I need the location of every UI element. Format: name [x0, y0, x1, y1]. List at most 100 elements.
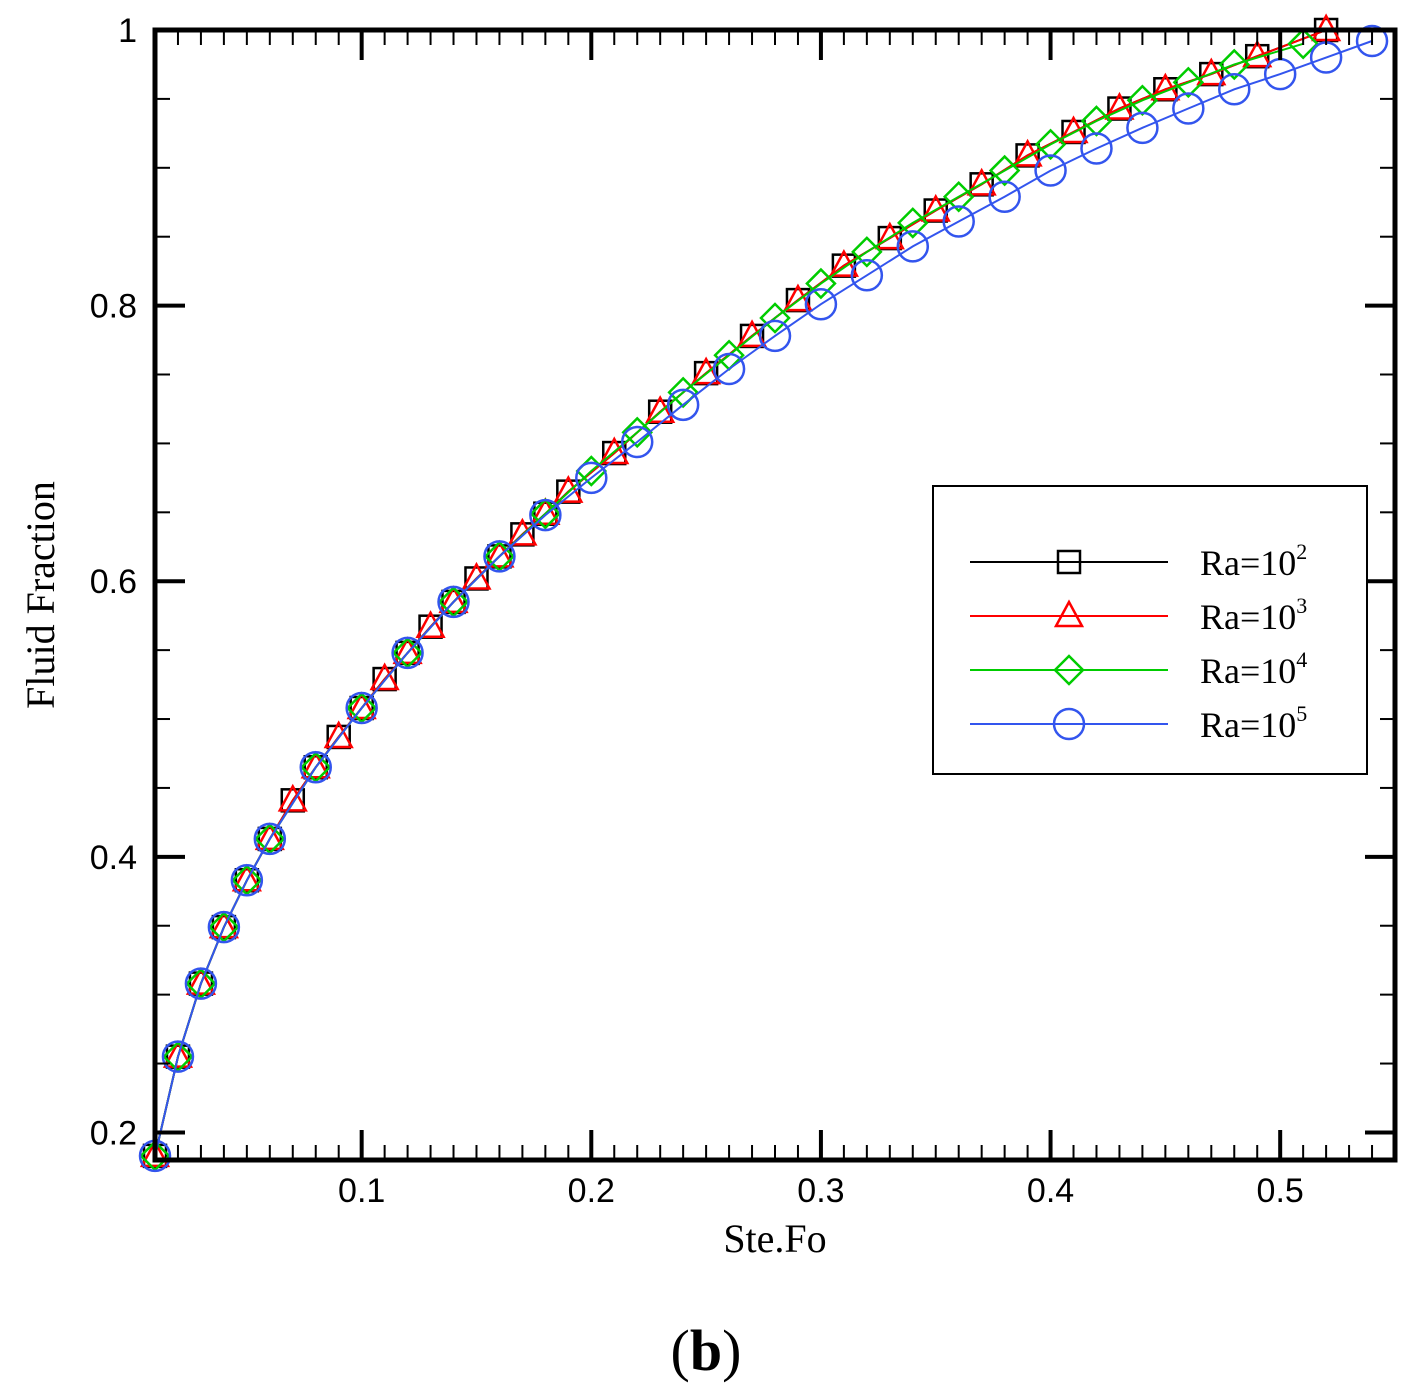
data-point [1126, 84, 1159, 117]
legend-label: Ra=102 [1200, 539, 1307, 583]
legend-marker [1052, 707, 1086, 741]
data-point [1196, 57, 1227, 86]
data-point [253, 822, 287, 856]
data-point [437, 585, 470, 619]
data-point [1034, 154, 1067, 187]
y-tick-label: 0.6 [90, 563, 137, 601]
data-point [920, 193, 951, 222]
series-line [154, 40, 1373, 1157]
tick-labels: 0.1 0.2 0.3 0.4 0.5 0.2 0.4 0.6 0.8 1 [90, 12, 1304, 1210]
legend-label-exponent: 3 [1296, 593, 1307, 618]
data-point [1080, 132, 1113, 165]
data-point [231, 863, 262, 892]
legend-entry-4: Ra=105 [970, 701, 1307, 745]
x-tick-label: 0.4 [1027, 1172, 1074, 1210]
data-point [346, 691, 377, 720]
legend-label-base: Ra=10 [1200, 705, 1296, 745]
data-point [805, 267, 837, 300]
data-point [850, 259, 884, 292]
x-tick-label: 0.3 [797, 1172, 844, 1210]
data-point [529, 498, 562, 532]
data-point [1172, 92, 1205, 125]
data-point [1080, 105, 1113, 137]
x-tick-label: 0.1 [338, 1172, 385, 1210]
data-point [461, 561, 492, 590]
data-point [1172, 66, 1205, 99]
data-point [1355, 24, 1389, 58]
data-point [345, 691, 378, 725]
data-point [300, 750, 331, 779]
data-point [1287, 28, 1319, 60]
legend-marker [1053, 654, 1085, 686]
legend-entry-3: Ra=104 [970, 647, 1307, 691]
series-4 [138, 24, 1389, 1173]
y-tick-label: 1 [118, 12, 137, 50]
x-tick-label: 0.5 [1257, 1172, 1304, 1210]
data-point [645, 395, 676, 423]
data-point [484, 539, 515, 568]
legend-label: Ra=105 [1200, 701, 1307, 745]
data-point [942, 205, 975, 238]
y-tick-label: 0.4 [90, 839, 137, 877]
legend-label-exponent: 2 [1296, 539, 1307, 564]
figure-caption: (b) [671, 1318, 742, 1383]
data-point [851, 236, 883, 268]
legend-label-exponent: 4 [1296, 647, 1307, 672]
x-tick-label: 0.2 [568, 1172, 615, 1210]
data-point [621, 416, 653, 449]
data-point [575, 461, 608, 495]
data-point [254, 822, 285, 851]
data-point [667, 376, 699, 409]
data-point [1104, 91, 1135, 120]
data-point [507, 517, 538, 546]
legend-box [932, 485, 1368, 775]
legend-label-exponent: 5 [1296, 701, 1307, 726]
data-point [712, 352, 746, 386]
data-point [691, 356, 722, 385]
data-point [804, 287, 838, 321]
legend-label-base: Ra=10 [1200, 543, 1296, 583]
legend-label: Ra=103 [1200, 593, 1307, 637]
data-point [230, 864, 264, 897]
y-tick-label: 0.2 [90, 1114, 137, 1152]
data-point [1150, 72, 1181, 101]
data-point [392, 636, 423, 665]
data-point [369, 662, 400, 691]
caption-close-paren: ) [722, 1318, 741, 1383]
data-point [391, 636, 424, 670]
data-point [988, 180, 1021, 213]
data-point [415, 610, 446, 638]
data-point [277, 783, 308, 812]
data-point [185, 966, 217, 995]
data-point [299, 751, 332, 784]
legend-label-base: Ra=10 [1200, 651, 1296, 691]
data-point [759, 302, 791, 334]
data-point [161, 1040, 195, 1073]
x-axis-title: Ste.Fo [723, 1216, 826, 1261]
caption-open-paren: ( [671, 1318, 690, 1383]
data-point [897, 207, 929, 239]
data-point [1218, 48, 1251, 81]
data-point [208, 910, 239, 939]
legend-label: Ra=104 [1200, 647, 1307, 691]
data-point [942, 180, 975, 213]
data-point [162, 1040, 194, 1068]
data-point [529, 497, 562, 530]
caption-letter: b [690, 1318, 722, 1383]
data-point [139, 1139, 171, 1168]
data-point [736, 319, 768, 348]
data-point [896, 230, 930, 263]
data-point [620, 425, 654, 459]
data-point [988, 154, 1021, 187]
data-point [483, 540, 516, 573]
data-point [666, 388, 700, 422]
data-point [1218, 73, 1251, 106]
data-point [438, 585, 469, 614]
data-point [323, 720, 354, 749]
data-point [1126, 111, 1159, 145]
data-point [1034, 128, 1067, 161]
legend-entry-2: Ra=103 [970, 593, 1307, 637]
y-axis-title: Fluid Fraction [18, 481, 63, 709]
